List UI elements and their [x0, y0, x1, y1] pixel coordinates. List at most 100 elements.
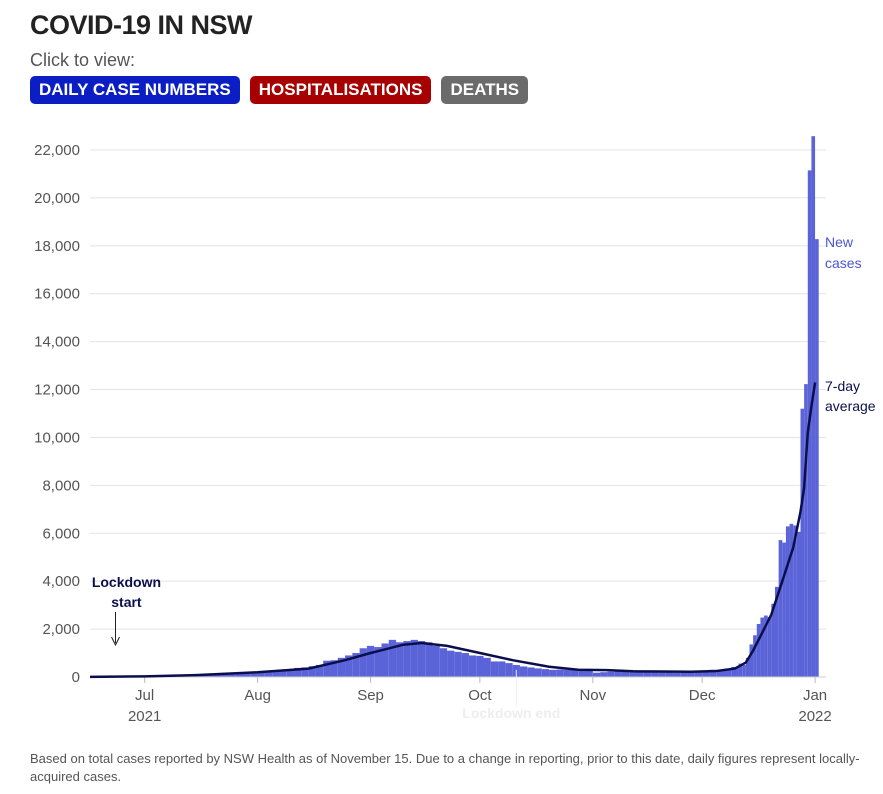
- bar: [483, 657, 491, 677]
- bar: [272, 670, 280, 677]
- bar: [388, 639, 397, 677]
- bar: [323, 660, 331, 677]
- bar: [614, 671, 622, 677]
- bar: [709, 669, 717, 677]
- bar: [213, 674, 222, 677]
- bar: [793, 525, 797, 677]
- bar: [570, 670, 579, 677]
- bar: [206, 674, 214, 677]
- bar: [756, 623, 761, 677]
- bar: [745, 657, 750, 677]
- bar: [716, 671, 724, 677]
- bar: [337, 657, 346, 677]
- bar: [592, 672, 601, 677]
- bar: [425, 642, 433, 677]
- bar: [731, 666, 739, 677]
- y-tick-label: 4,000: [42, 573, 80, 590]
- new-cases-label: cases: [825, 255, 862, 271]
- y-tick-label: 14,000: [34, 334, 80, 351]
- bar: [764, 615, 768, 677]
- bar: [221, 673, 229, 677]
- series-labels: New cases 7-day average: [825, 234, 876, 414]
- bar: [738, 663, 743, 677]
- gridlines: [90, 149, 826, 678]
- bar: [687, 671, 695, 677]
- bar: [651, 671, 659, 677]
- y-tick-label: 12,000: [34, 382, 80, 399]
- x-axis: Jul 2021 Aug Sep Oct Nov Dec Jan 2022: [90, 676, 832, 725]
- bar: [811, 136, 816, 677]
- y-tick-label: 6,000: [42, 525, 80, 542]
- bar: [749, 644, 754, 677]
- bar: [549, 669, 557, 677]
- hospitalisations-button[interactable]: HOSPITALISATIONS: [249, 76, 432, 104]
- bar: [753, 635, 757, 677]
- bar: [461, 653, 469, 677]
- bar: [286, 669, 295, 677]
- bar: [505, 663, 513, 677]
- bar: [243, 672, 251, 677]
- bar: [527, 667, 535, 677]
- bar: [702, 671, 710, 677]
- bar: [454, 651, 462, 677]
- x-tick-label: Jul: [135, 687, 154, 704]
- y-tick-label: 8,000: [42, 477, 80, 494]
- bar: [308, 666, 316, 677]
- bar: [607, 671, 615, 677]
- bar: [359, 648, 367, 677]
- bar: [800, 408, 805, 677]
- x-tick-label: Sep: [357, 687, 384, 704]
- bar: [789, 523, 794, 677]
- bar: [228, 673, 236, 677]
- bar: [771, 603, 775, 677]
- bar: [476, 655, 484, 677]
- bar: [519, 666, 528, 677]
- annotations: Lockdown start Lockdown end: [92, 574, 560, 721]
- bar: [366, 645, 375, 677]
- bar: [672, 672, 681, 677]
- x-tick-year-label: 2022: [798, 708, 831, 725]
- bar: [330, 660, 338, 677]
- deaths-button[interactable]: DEATHS: [441, 76, 529, 104]
- bar: [578, 670, 586, 677]
- click-to-view-label: Click to view:: [30, 50, 136, 70]
- bar: [785, 526, 790, 677]
- y-tick-label: 22,000: [34, 142, 80, 159]
- bar: [723, 668, 732, 677]
- seven-day-average-label: 7-day: [825, 378, 860, 394]
- x-tick-label: Nov: [579, 687, 606, 704]
- x-tick-label: Aug: [244, 687, 271, 704]
- x-tick-label: Dec: [689, 687, 716, 704]
- page-title: COVID-19 IN NSW: [30, 10, 253, 40]
- arrow-head: [111, 636, 120, 647]
- x-tick-year-label: 2021: [128, 708, 161, 725]
- bar: [643, 672, 652, 677]
- bar: [374, 647, 382, 677]
- bar: [556, 669, 564, 677]
- bar: [250, 671, 258, 677]
- bar: [636, 671, 644, 677]
- y-tick-label: 2,000: [42, 621, 80, 638]
- bar: [621, 671, 630, 677]
- bar: [774, 586, 779, 677]
- bar: [468, 655, 477, 677]
- bar: [665, 672, 673, 677]
- seven-day-average-label: average: [825, 398, 876, 414]
- daily-case-numbers-button[interactable]: DAILY CASE NUMBERS: [30, 76, 240, 104]
- bar: [235, 672, 244, 677]
- bar: [432, 645, 440, 677]
- bar: [796, 531, 801, 677]
- bar: [760, 617, 765, 677]
- view-toggle-buttons: DAILY CASE NUMBERS HOSPITALISATIONS DEAT…: [30, 76, 529, 104]
- y-axis-ticks: 0 2,000 4,000 6,000 8,000 10,000 12,000 14,000 1…: [34, 142, 80, 686]
- y-tick-label: 18,000: [34, 238, 80, 255]
- lockdown-end-label: Lockdown end: [462, 705, 560, 721]
- lockdown-start-label: start: [111, 594, 142, 610]
- bar: [815, 239, 819, 677]
- bar: [447, 650, 455, 677]
- bar: [381, 643, 389, 677]
- bar: [396, 642, 404, 677]
- bar: [782, 542, 786, 677]
- bar: [498, 661, 506, 677]
- bar: [585, 671, 593, 677]
